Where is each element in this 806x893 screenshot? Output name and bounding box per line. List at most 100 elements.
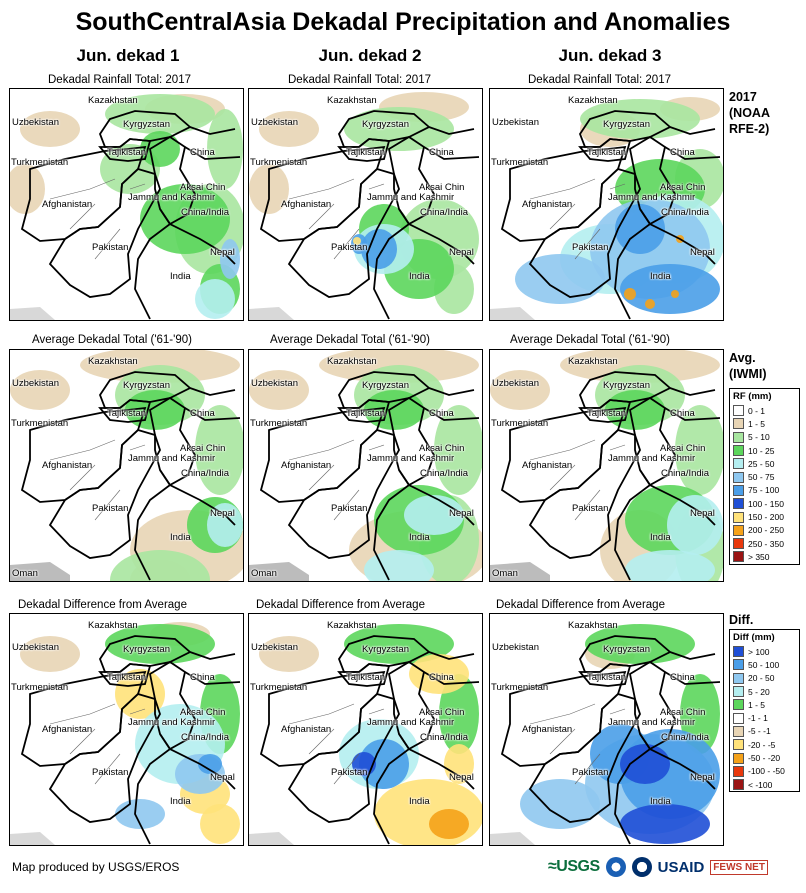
rainfall-patch xyxy=(625,550,715,581)
rainfall-patch xyxy=(110,550,210,581)
legend-swatch xyxy=(733,471,744,483)
legend-label: -1 - 1 xyxy=(748,713,768,724)
map-label-aksai_chin: Aksai Chin xyxy=(180,707,226,718)
map-label-turkmenistan: Turkmenistan xyxy=(250,157,308,168)
map-label-tajikistan: Tajikistan xyxy=(346,672,386,683)
pakistan-border xyxy=(48,692,161,823)
map-label-nepal: Nepal xyxy=(210,247,235,258)
legend-item: 1 - 5 xyxy=(730,417,799,430)
admin-boundary xyxy=(529,439,596,461)
admin-boundary xyxy=(94,753,121,785)
map-label-china_india: China/India xyxy=(420,207,469,218)
legend-swatch xyxy=(733,712,744,724)
admin-boundary xyxy=(94,228,121,260)
map-label-china: China xyxy=(670,408,695,419)
pakistan-border xyxy=(287,692,400,823)
legend-swatch xyxy=(733,646,744,658)
rainfall-patch xyxy=(444,744,474,784)
logo-bar: ≈USGS USAID FEWS NET xyxy=(548,857,768,877)
map-label-nepal: Nepal xyxy=(449,247,474,258)
legend-item: -100 - -50 xyxy=(730,765,799,778)
admin-boundary xyxy=(333,489,360,521)
rainfall-patch xyxy=(195,279,235,319)
map-label-kazakhstan: Kazakhstan xyxy=(88,356,138,367)
row-label-2017: 2017 (NOAA RFE-2) xyxy=(729,90,770,136)
rainfall-patch xyxy=(620,744,670,784)
india-border xyxy=(373,208,475,320)
admin-boundary xyxy=(549,464,576,491)
map-canvas xyxy=(249,92,480,320)
legend-label: 0 - 1 xyxy=(748,405,766,416)
legend-label: -100 - -50 xyxy=(748,766,785,777)
map-label-china: China xyxy=(429,672,454,683)
kashmir-border xyxy=(387,660,435,751)
map-label-nepal: Nepal xyxy=(449,772,474,783)
map-label-afghanistan: Afghanistan xyxy=(522,199,573,210)
map-label-afghanistan: Afghanistan xyxy=(281,724,332,735)
legend-label: -50 - -20 xyxy=(748,753,781,764)
map-label-uzbekistan: Uzbekistan xyxy=(251,378,298,389)
kashmir-border xyxy=(148,660,196,751)
page-title: SouthCentralAsia Dekadal Precipitation a… xyxy=(75,8,731,36)
admin-boundary xyxy=(288,178,355,200)
legend-item: 250 - 350 xyxy=(730,537,799,550)
map-canvas xyxy=(249,350,482,581)
map-label-china: China xyxy=(429,408,454,419)
admin-boundary xyxy=(609,444,626,451)
map-label-nepal: Nepal xyxy=(449,508,474,519)
legend-item: 200 - 250 xyxy=(730,524,799,537)
tajikistan-border xyxy=(578,399,632,423)
legend-label: 10 - 25 xyxy=(748,445,775,456)
pakistan-border xyxy=(48,428,161,559)
map-canvas xyxy=(490,350,723,581)
admin-boundary xyxy=(368,708,385,715)
legend-label: 150 - 200 xyxy=(748,512,784,523)
map-label-afghanistan: Afghanistan xyxy=(42,199,93,210)
map-label-pakistan: Pakistan xyxy=(92,503,129,514)
map-panel-r2-c3: Kazakhstan Uzbekistan Kyrgyzstan Tajikistan… xyxy=(489,349,724,582)
rainfall-patch xyxy=(620,264,720,314)
legend-swatch xyxy=(733,498,744,510)
admin-boundary xyxy=(129,708,146,715)
map-label-pakistan: Pakistan xyxy=(572,242,609,253)
rainfall-patch xyxy=(20,111,80,147)
admin-boundary xyxy=(574,753,601,785)
china-border xyxy=(184,126,241,160)
legend-label: 200 - 250 xyxy=(748,525,784,536)
rainfall-patch xyxy=(615,204,665,254)
legend-item: 75 - 100 xyxy=(730,484,799,497)
legend-item: 20 - 50 xyxy=(730,672,799,685)
admin-boundary xyxy=(49,439,116,461)
tajikistan-border xyxy=(337,138,391,162)
map-label-oman: Oman xyxy=(492,568,518,579)
admin-boundary xyxy=(49,703,116,725)
india-border xyxy=(373,469,475,581)
map-label-turkmenistan: Turkmenistan xyxy=(250,418,308,429)
map-label-jammu_kashmir: Jammu and Kashmir xyxy=(128,717,216,728)
map-label-aksai_chin: Aksai Chin xyxy=(419,707,465,718)
legend-item: -20 - -5 xyxy=(730,738,799,751)
map-label-afghanistan: Afghanistan xyxy=(42,460,93,471)
tajikistan-border xyxy=(337,399,391,423)
map-label-tajikistan: Tajikistan xyxy=(587,408,627,419)
map-panel-r3-c2: Kazakhstan Uzbekistan Kyrgyzstan Tajikistan… xyxy=(248,613,483,846)
usaid-seal-icon xyxy=(631,857,652,877)
column-heading-1: Jun. dekad 1 xyxy=(76,46,180,65)
legend-swatch xyxy=(733,765,744,777)
rainfall-patch xyxy=(259,111,319,147)
legend-swatch xyxy=(733,739,744,751)
admin-boundary xyxy=(609,708,626,715)
map-label-turkmenistan: Turkmenistan xyxy=(491,682,549,693)
china-border xyxy=(423,126,480,160)
map-label-kyrgyzstan: Kyrgyzstan xyxy=(123,380,170,391)
map-label-aksai_chin: Aksai Chin xyxy=(180,182,226,193)
legend-swatch xyxy=(733,551,744,563)
admin-boundary xyxy=(49,178,116,200)
map-label-india: India xyxy=(409,796,430,807)
map-label-turkmenistan: Turkmenistan xyxy=(11,157,69,168)
rainfall-patch xyxy=(195,405,243,495)
legend-swatch xyxy=(733,511,744,523)
legend-item: -50 - -20 xyxy=(730,751,799,764)
map-label-kyrgyzstan: Kyrgyzstan xyxy=(123,644,170,655)
admin-boundary xyxy=(368,444,385,451)
